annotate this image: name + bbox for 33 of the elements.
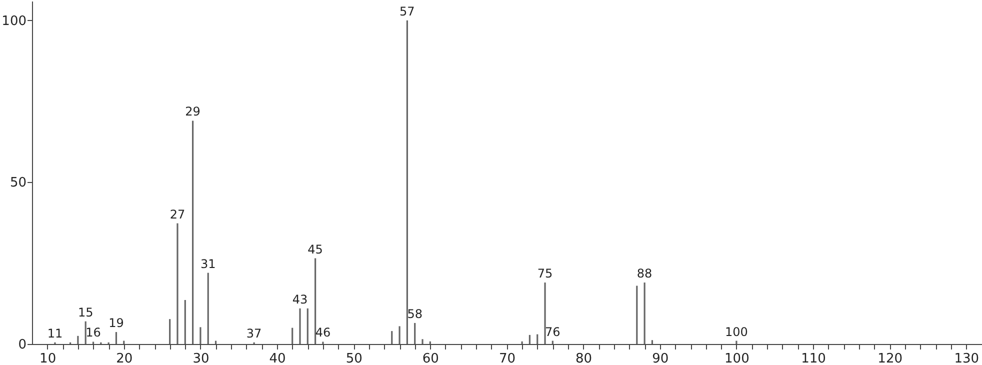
y-tick-label: 50 (10, 176, 26, 191)
y-tick-label: 0 (18, 338, 26, 352)
x-tick-label: 80 (576, 352, 592, 365)
annotation: 43 (292, 292, 308, 306)
annotation: 15 (78, 305, 94, 320)
annotation: 16 (86, 326, 101, 340)
annotation: 100 (724, 324, 748, 339)
annotation: 11 (47, 326, 63, 340)
x-tick-label: 40 (269, 352, 286, 365)
annotation: 31 (200, 256, 216, 271)
y-tick-label: 100 (2, 14, 26, 29)
annotation: 75 (537, 266, 553, 281)
annotation: 27 (170, 207, 186, 222)
x-tick-label: 30 (192, 352, 210, 365)
annotation: 76 (545, 324, 560, 339)
x-tick-label: 10 (40, 352, 56, 365)
x-tick-label: 110 (801, 352, 826, 365)
annotation: 29 (185, 104, 200, 119)
x-tick-label: 60 (422, 352, 439, 365)
annotation: 88 (636, 266, 652, 281)
x-tick-label: 50 (346, 352, 362, 365)
annotation: 19 (108, 316, 124, 330)
annotation: 46 (315, 326, 331, 340)
annotation: 58 (407, 306, 422, 321)
x-tick-label: 70 (498, 352, 516, 365)
annotation: 45 (308, 242, 323, 256)
x-tick-label: 130 (954, 352, 980, 365)
x-tick-label: 120 (878, 352, 902, 365)
x-tick-label: 20 (116, 352, 133, 365)
annotation: 57 (400, 4, 415, 18)
x-tick-label: 100 (724, 352, 750, 365)
x-tick-label: 90 (652, 352, 669, 365)
annotation: 37 (246, 326, 262, 340)
